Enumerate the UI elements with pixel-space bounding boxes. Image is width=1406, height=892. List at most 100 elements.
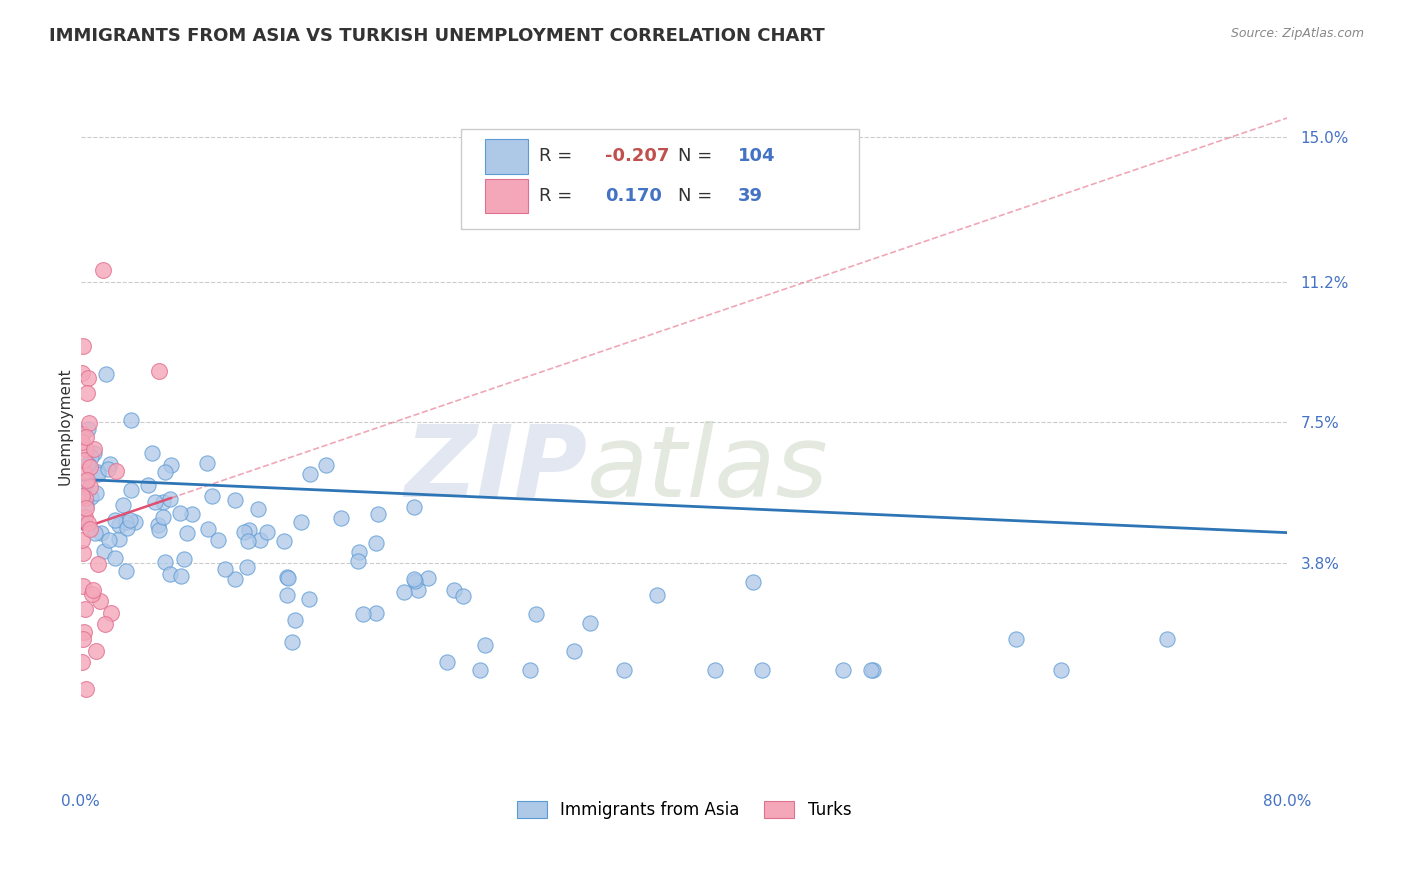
Point	[152, 495, 174, 509]
Point	[276, 570, 298, 584]
Point	[159, 491, 181, 506]
Point	[73, 453, 96, 467]
Point	[76, 473, 98, 487]
Point	[1050, 663, 1073, 677]
Text: N =: N =	[678, 147, 718, 166]
Point	[120, 483, 142, 498]
Point	[404, 500, 426, 514]
Point	[70, 489, 93, 503]
Point	[418, 571, 440, 585]
Point	[524, 607, 547, 621]
Point	[80, 491, 103, 505]
Point	[406, 582, 429, 597]
Point	[83, 442, 105, 457]
Point	[75, 498, 97, 512]
Point	[77, 371, 100, 385]
Point	[224, 492, 246, 507]
Point	[152, 510, 174, 524]
Text: 104: 104	[738, 147, 776, 166]
Point	[90, 525, 112, 540]
Point	[647, 588, 669, 602]
Point	[704, 663, 727, 677]
Point	[249, 533, 271, 548]
Point	[284, 613, 307, 627]
FancyBboxPatch shape	[485, 178, 529, 213]
Point	[176, 525, 198, 540]
Point	[141, 446, 163, 460]
Point	[235, 560, 257, 574]
Point	[73, 602, 96, 616]
Point	[100, 606, 122, 620]
Point	[76, 386, 98, 401]
Point	[77, 422, 100, 436]
Point	[75, 442, 97, 456]
Point	[160, 458, 183, 473]
Point	[84, 525, 107, 540]
Point	[238, 523, 260, 537]
Y-axis label: Unemployment: Unemployment	[58, 368, 72, 485]
Point	[108, 533, 131, 547]
Point	[108, 518, 131, 533]
Point	[84, 485, 107, 500]
Point	[70, 366, 93, 380]
Point	[207, 533, 229, 547]
Point	[73, 510, 96, 524]
Point	[315, 458, 337, 473]
FancyBboxPatch shape	[461, 129, 859, 229]
Point	[91, 263, 114, 277]
FancyBboxPatch shape	[485, 139, 529, 174]
Point	[224, 572, 246, 586]
Point	[76, 458, 98, 472]
Point	[366, 536, 388, 550]
Point	[862, 663, 884, 677]
Point	[173, 551, 195, 566]
Point	[73, 624, 96, 639]
Point	[519, 663, 541, 677]
Point	[364, 606, 387, 620]
Point	[298, 592, 321, 607]
Point	[468, 663, 491, 677]
Point	[436, 655, 458, 669]
Point	[87, 465, 110, 479]
Point	[93, 544, 115, 558]
Point	[170, 568, 193, 582]
Point	[277, 571, 299, 585]
Point	[232, 525, 254, 540]
Point	[103, 513, 125, 527]
Point	[80, 450, 103, 464]
Point	[159, 566, 181, 581]
Point	[75, 681, 97, 696]
Point	[72, 632, 94, 647]
Text: N =: N =	[678, 186, 724, 205]
Text: -0.207: -0.207	[606, 147, 669, 166]
Point	[115, 565, 138, 579]
Point	[352, 607, 374, 621]
Text: Source: ZipAtlas.com: Source: ZipAtlas.com	[1230, 27, 1364, 40]
Point	[98, 533, 121, 548]
Point	[201, 489, 224, 503]
Point	[136, 477, 159, 491]
Point	[72, 579, 94, 593]
Point	[97, 462, 120, 476]
Point	[124, 515, 146, 529]
Point	[195, 456, 218, 470]
Point	[236, 533, 259, 548]
Point	[256, 524, 278, 539]
Point	[73, 491, 96, 506]
Point	[404, 574, 426, 588]
Text: R =: R =	[538, 147, 578, 166]
Point	[169, 506, 191, 520]
Point	[72, 546, 94, 560]
Point	[104, 464, 127, 478]
Point	[330, 510, 353, 524]
Point	[115, 521, 138, 535]
Point	[153, 555, 176, 569]
Point	[118, 513, 141, 527]
Point	[79, 480, 101, 494]
Point	[76, 430, 98, 444]
Point	[148, 364, 170, 378]
Text: 0.170: 0.170	[606, 186, 662, 205]
Point	[77, 416, 100, 430]
Point	[347, 544, 370, 558]
Point	[180, 507, 202, 521]
